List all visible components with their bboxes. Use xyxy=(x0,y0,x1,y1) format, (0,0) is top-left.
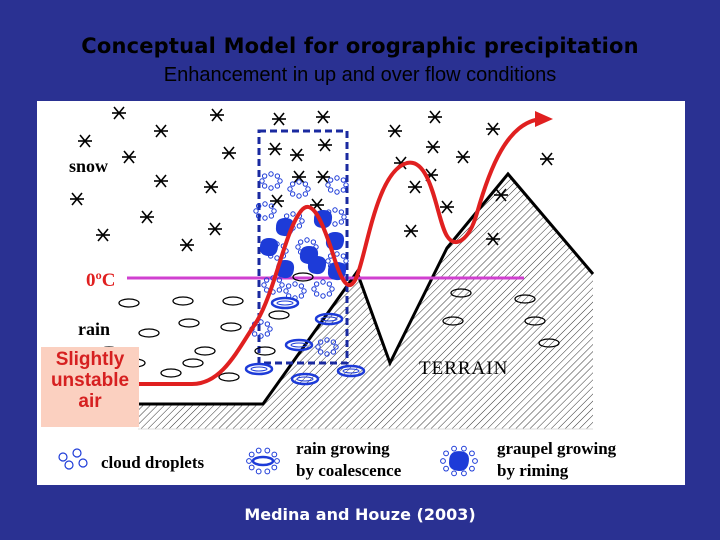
snowflake-icon xyxy=(78,134,92,148)
raindrop-icon xyxy=(290,372,320,386)
raindrop-icon xyxy=(336,364,366,378)
snowflake-icon xyxy=(222,146,236,160)
cloud-droplet-icon xyxy=(58,448,88,470)
cloud-droplet-icon xyxy=(220,322,242,332)
cloud-droplet-icon xyxy=(138,328,160,338)
cloud-droplet-icon xyxy=(222,296,244,306)
legend-cloud-droplets: cloud droplets xyxy=(101,453,205,472)
terrain-label: TERRAIN xyxy=(419,358,508,379)
graupel xyxy=(259,210,347,281)
raindrop-icon xyxy=(314,312,344,326)
snowflake-icon xyxy=(154,174,168,188)
unstable-line2: unstable xyxy=(50,370,130,391)
unstable-line1: Slightly xyxy=(55,349,125,370)
snowflake-icon xyxy=(122,150,136,164)
cloud-droplet-icon xyxy=(514,294,536,304)
snowflake-icon xyxy=(408,180,422,194)
terrain-hatch xyxy=(138,174,593,429)
cloud-droplet-icon xyxy=(194,346,216,356)
snowflake-icon xyxy=(316,110,330,124)
credit-citation: Medina and Houze (2003) xyxy=(244,505,476,524)
airflow-arrow xyxy=(135,117,543,386)
legend-graupel-line2: by riming xyxy=(497,461,569,480)
raindrop-icon xyxy=(246,447,280,475)
raindrop-icon xyxy=(244,362,274,376)
snowflake-icon xyxy=(316,170,330,184)
snowflake-icon xyxy=(204,180,218,194)
snowflake-icon xyxy=(292,170,306,184)
diagram-panel: snow 0ºC rain TERRAIN cloud droplets rai… xyxy=(37,101,685,485)
snowflake-icon xyxy=(70,192,84,206)
unstable-air-label: Slightly unstable air xyxy=(41,347,139,427)
snowflake-icon xyxy=(208,222,222,236)
snowflake-icon xyxy=(210,108,224,122)
snow-label: snow xyxy=(69,156,108,176)
snowflake-icon xyxy=(404,224,418,238)
snowflakes xyxy=(70,106,554,252)
coalescence-cluster xyxy=(259,171,283,191)
terrain-outline xyxy=(138,171,595,406)
snowflake-icon xyxy=(112,106,126,120)
cloud-droplet-icon xyxy=(182,358,204,368)
cloud-droplet-icon xyxy=(524,316,546,326)
legend-graupel-line1: graupel growing xyxy=(497,439,617,458)
snowflake-icon xyxy=(486,122,500,136)
graupel-icon xyxy=(440,445,478,477)
cloud-droplet-icon xyxy=(160,368,182,378)
coalescence-cluster xyxy=(325,175,349,195)
raindrop-rings xyxy=(244,296,366,386)
legend: cloud droplets rain growing by coalescen… xyxy=(58,439,617,480)
graupel-icon xyxy=(448,451,469,471)
cloud-droplet-icon xyxy=(442,316,464,326)
snowflake-icon xyxy=(268,142,282,156)
rain-label: rain xyxy=(78,319,110,339)
diagram-canvas: snow 0ºC rain TERRAIN cloud droplets rai… xyxy=(58,106,617,480)
snowflake-icon xyxy=(270,194,284,208)
snowflake-icon xyxy=(540,152,554,166)
coalescence-cluster xyxy=(315,337,339,357)
freezing-level-label: 0ºC xyxy=(86,270,116,291)
snowflake-icon xyxy=(180,238,194,252)
legend-rain-line1: rain growing xyxy=(296,439,390,458)
snowflake-icon xyxy=(96,228,110,242)
cloud-droplet-icon xyxy=(268,310,290,320)
cloud-droplet-icon xyxy=(118,298,140,308)
cloud-droplet-icon xyxy=(450,288,472,298)
cloud-droplets xyxy=(98,272,560,382)
unstable-line3: air xyxy=(78,391,102,412)
enhancement-region-box xyxy=(257,129,349,365)
snowflake-icon xyxy=(388,124,402,138)
cloud-droplet-icon xyxy=(254,346,276,356)
graupel-icon xyxy=(259,238,279,257)
snowflake-icon xyxy=(486,232,500,246)
coalescence-cluster xyxy=(253,201,277,221)
graupel-icon xyxy=(307,256,327,275)
snowflake-icon xyxy=(428,110,442,124)
snowflake-icon xyxy=(272,112,286,126)
arrowhead-icon xyxy=(535,111,553,127)
cloud-droplet-icon xyxy=(292,272,314,282)
snowflake-icon xyxy=(154,124,168,138)
cloud-droplet-icon xyxy=(538,338,560,348)
snowflake-icon xyxy=(494,188,508,202)
snowflake-icon xyxy=(426,140,440,154)
snowflake-icon xyxy=(290,148,304,162)
cloud-droplet-icon xyxy=(178,318,200,328)
coalescence-cluster xyxy=(283,281,307,301)
coalescence-cluster xyxy=(311,279,335,299)
legend-rain-line2: by coalescence xyxy=(296,461,402,480)
coalescence-cluster xyxy=(287,179,311,199)
cloud-droplet-icon xyxy=(218,372,240,382)
cloud-droplet-icon xyxy=(172,296,194,306)
page-subtitle: Enhancement in up and over flow conditio… xyxy=(163,64,557,86)
page-title: Conceptual Model for orographic precipit… xyxy=(81,34,639,58)
snowflake-icon xyxy=(456,150,470,164)
raindrop-icon xyxy=(284,338,314,352)
raindrop-icon xyxy=(270,296,300,310)
snowflake-icon xyxy=(440,200,454,214)
snowflake-icon xyxy=(140,210,154,224)
snowflake-icon xyxy=(318,138,332,152)
